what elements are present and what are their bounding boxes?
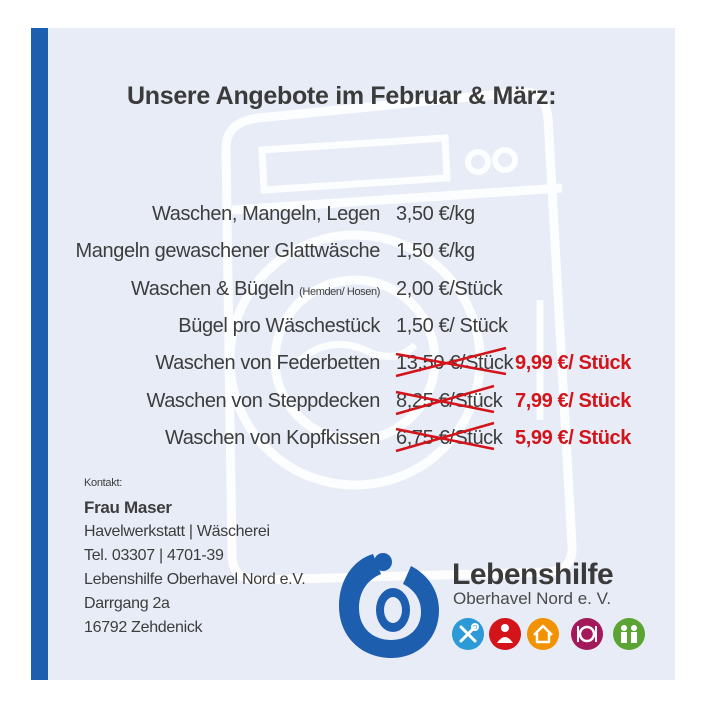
offer-row: Mangeln gewaschener Glattwäsche 1,50 €/k…: [0, 240, 709, 270]
offer-label: Waschen von Kopfkissen: [164, 427, 380, 449]
offer-label: Waschen, Mangeln, Legen: [152, 203, 380, 225]
offer-row-sale: Waschen von Steppdecken 8,25 €/Stück 7,9…: [0, 384, 709, 420]
contact-line: Lebenshilfe Oberhavel Nord e.V.: [84, 571, 306, 588]
offer-row-sale: Waschen von Kopfkissen 6,75 €/Stück 5,99…: [0, 421, 709, 457]
offer-label: Mangeln gewaschener Glattwäsche: [75, 240, 381, 262]
offer-price: 3,50 €/kg: [396, 203, 475, 225]
contact-block: Kontakt: Frau Maser Havelwerkstatt | Wäs…: [84, 476, 306, 640]
offer-old-price: 8,25 €/Stück: [395, 384, 503, 416]
contact-line: 16792 Zehdenick: [84, 619, 203, 636]
offer-new-price: 5,99 €/ Stück: [515, 427, 631, 449]
offer-new-price: 7,99 €/ Stück: [515, 390, 631, 412]
offer-label-note: (Hemden/ Hosen): [299, 286, 380, 298]
offer-old-price: 6,75 €/Stück: [395, 421, 503, 453]
house-icon: [527, 618, 559, 650]
offer-row: Waschen, Mangeln, Legen 3,50 €/kg: [0, 203, 709, 233]
offer-label: Waschen & Bügeln (Hemden/ Hosen): [131, 278, 380, 300]
contact-heading: Kontakt:: [84, 477, 122, 489]
plate-icon: [571, 618, 603, 650]
family-icon: [613, 618, 645, 650]
accent-bar: [31, 28, 48, 680]
offer-price: 1,50 €/kg: [396, 240, 475, 262]
offer-label: Bügel pro Wäschestück: [178, 315, 380, 337]
offer-row-sale: Waschen von Federbetten 13,50 €/Stück 9,…: [0, 346, 709, 382]
page-title: Unsere Angebote im Februar & März:: [127, 82, 557, 110]
contact-line: Havelwerkstatt | Wäscherei: [84, 523, 270, 540]
contact-phone: Tel. 03307 | 4701-39: [84, 547, 224, 564]
lebenshilfe-logo-icon: [339, 553, 439, 658]
tools-icon: [452, 618, 484, 650]
contact-line: Darrgang 2a: [84, 595, 170, 612]
person-icon: [489, 618, 521, 650]
brand-subtitle: Oberhavel Nord e. V.: [453, 589, 612, 608]
offer-label: Waschen von Federbetten: [155, 352, 380, 374]
offer-price: 1,50 €/ Stück: [396, 315, 508, 337]
offer-row: Bügel pro Wäschestück 1,50 €/ Stück: [0, 315, 709, 345]
brand-name: Lebenshilfe: [452, 558, 614, 591]
offer-label: Waschen von Steppdecken: [146, 390, 380, 412]
contact-name: Frau Maser: [84, 498, 172, 517]
strikethrough-mark: [395, 346, 507, 378]
offer-old-price: 13,50 €/Stück: [395, 346, 514, 378]
offer-price: 2,00 €/Stück: [396, 278, 503, 300]
offer-new-price: 9,99 €/ Stück: [515, 352, 631, 374]
strikethrough-mark: [395, 421, 495, 453]
offer-row: Waschen & Bügeln (Hemden/ Hosen) 2,00 €/…: [0, 278, 709, 308]
strikethrough-mark: [395, 384, 495, 416]
